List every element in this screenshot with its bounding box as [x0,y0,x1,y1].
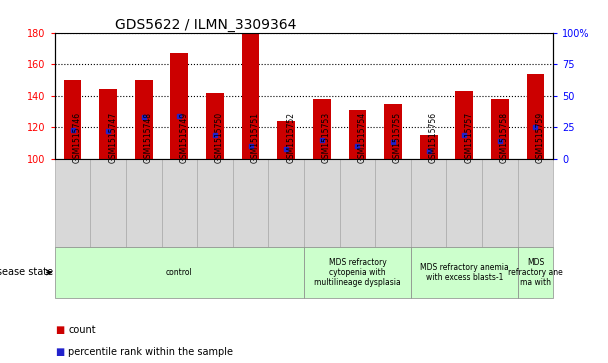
Bar [411,159,446,247]
Text: GSM1515748: GSM1515748 [143,112,153,163]
Text: GSM1515756: GSM1515756 [429,112,438,163]
Text: GSM1515749: GSM1515749 [179,112,188,163]
Bar [162,159,197,247]
Bar [348,110,366,159]
Text: MDS refractory
cytopenia with
multilineage dysplasia: MDS refractory cytopenia with multilinea… [314,257,401,287]
Bar [64,80,81,159]
Bar [420,135,438,159]
Text: MDS refractory anemia
with excess blasts-1: MDS refractory anemia with excess blasts… [420,263,509,282]
Text: GSM1515751: GSM1515751 [250,112,260,163]
Text: GSM1515746: GSM1515746 [72,112,81,163]
Bar [135,80,153,159]
Text: GSM1515759: GSM1515759 [536,112,545,163]
Text: ■: ■ [55,347,64,357]
Bar [527,74,544,159]
Bar [411,247,517,298]
Bar [304,247,411,298]
Bar [375,159,411,247]
Text: GSM1515752: GSM1515752 [286,112,295,163]
Bar [340,159,375,247]
Bar [55,247,304,298]
Text: GSM1515747: GSM1515747 [108,112,117,163]
Bar [55,159,91,247]
Text: disease state: disease state [0,268,53,277]
Text: GSM1515754: GSM1515754 [358,112,367,163]
Text: GSM1515758: GSM1515758 [500,112,509,163]
Bar [455,91,473,159]
Text: GDS5622 / ILMN_3309364: GDS5622 / ILMN_3309364 [114,18,296,32]
Text: control: control [166,268,193,277]
Bar [517,159,553,247]
Bar [446,159,482,247]
Text: percentile rank within the sample: percentile rank within the sample [68,347,233,357]
Bar [268,159,304,247]
Bar [384,104,402,159]
Bar [91,159,126,247]
Text: count: count [68,325,95,335]
Bar [126,159,162,247]
Text: ■: ■ [55,325,64,335]
Bar [197,159,233,247]
Bar [99,89,117,159]
Text: MDS
refractory ane
ma with: MDS refractory ane ma with [508,257,563,287]
Bar [517,247,553,298]
Bar [241,34,260,159]
Bar [170,53,188,159]
Text: GSM1515757: GSM1515757 [465,112,473,163]
Bar [313,99,331,159]
Bar [304,159,340,247]
Text: GSM1515753: GSM1515753 [322,112,331,163]
Text: GSM1515750: GSM1515750 [215,112,224,163]
Bar [482,159,517,247]
Bar [233,159,268,247]
Bar [277,121,295,159]
Text: GSM1515755: GSM1515755 [393,112,402,163]
Bar [206,93,224,159]
Bar [491,99,509,159]
